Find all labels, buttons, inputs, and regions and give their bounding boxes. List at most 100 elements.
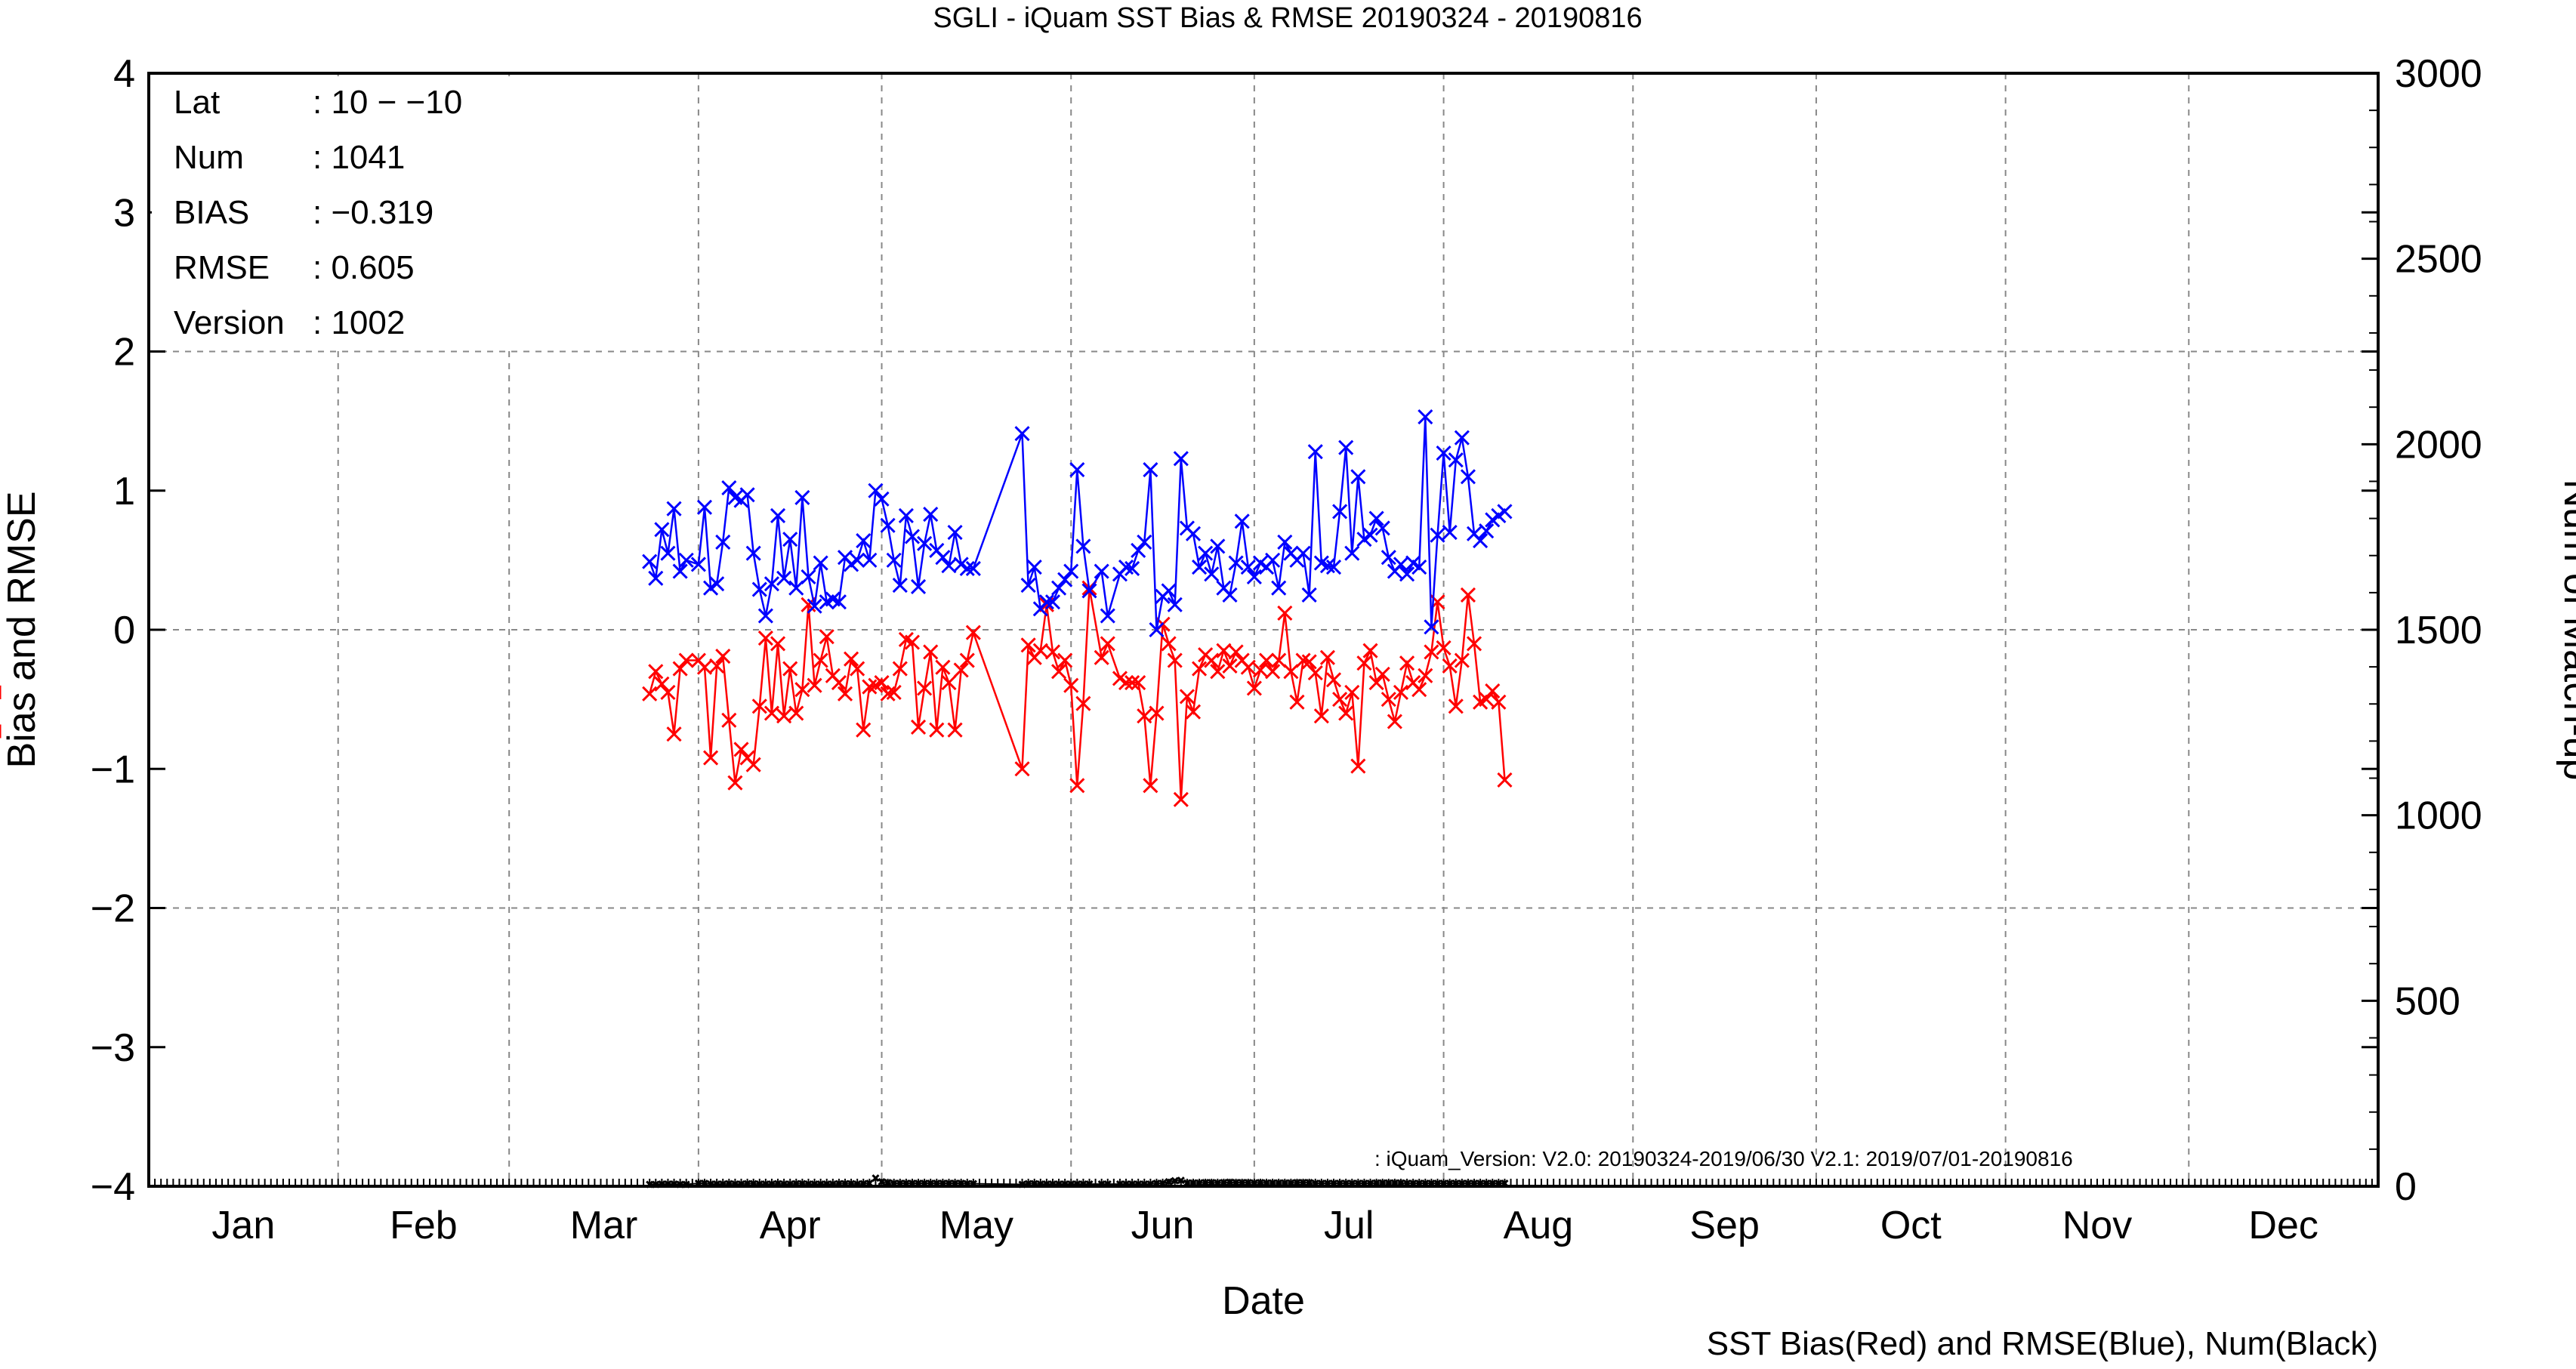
rmse-point: [917, 535, 933, 551]
caption: SST Bias(Red) and RMSE(Blue), Num(Black): [1707, 1325, 2378, 1362]
num-point: [1452, 1179, 1460, 1188]
bias-marker-stroke: [703, 750, 719, 766]
num-point: [884, 1179, 892, 1187]
rmse-marker-stroke: [1319, 558, 1335, 574]
num-marker-stroke: [1177, 1176, 1185, 1185]
num-marker-stroke: [1036, 1179, 1044, 1189]
y-right-tick-label: 0: [2395, 1165, 2417, 1209]
rmse-marker-stroke: [788, 580, 804, 596]
num-marker-stroke: [1390, 1179, 1399, 1187]
rmse-point: [1081, 583, 1097, 599]
x-tick-label: Mar: [570, 1204, 638, 1247]
num-marker-stroke: [1445, 1179, 1454, 1188]
rmse-point: [745, 545, 761, 561]
rmse-marker-stroke: [1118, 560, 1134, 575]
rmse-point: [1436, 445, 1452, 461]
rmse-marker-stroke: [1473, 533, 1489, 549]
num-marker-stroke: [1079, 1179, 1087, 1189]
bias-marker-stroke: [1325, 672, 1342, 688]
bias-point: [1485, 683, 1501, 699]
num-marker-stroke: [921, 1179, 929, 1188]
num-marker-stroke: [1470, 1179, 1479, 1188]
bias-marker-stroke: [770, 636, 786, 652]
num-point: [646, 1180, 654, 1189]
bias-point: [892, 661, 908, 677]
rmse-point: [794, 489, 810, 506]
num-point: [890, 1179, 898, 1188]
rmse-point: [1399, 566, 1415, 582]
num-point: [1244, 1179, 1252, 1187]
stats-value: : 1041: [313, 139, 405, 176]
rmse-point: [801, 569, 816, 585]
x-tick-label: Sep: [1689, 1204, 1760, 1247]
rmse-point: [1338, 439, 1354, 455]
num-marker-stroke: [1202, 1179, 1210, 1187]
y-right-tick-label: 2000: [2395, 423, 2482, 467]
rmse-marker-stroke: [1424, 619, 1439, 635]
rmse-marker-stroke: [1167, 597, 1183, 612]
rmse-marker-stroke: [825, 591, 841, 607]
num-marker-stroke: [969, 1179, 977, 1188]
rmse-marker-stroke: [1374, 520, 1390, 536]
num-point: [725, 1179, 733, 1188]
num-point: [743, 1179, 751, 1188]
rmse-marker-stroke: [1265, 552, 1281, 568]
rmse-point: [757, 608, 773, 624]
note-text: : iQuam_Version: V2.0: 20190324-2019/06/…: [1374, 1147, 2073, 1170]
num-point: [1269, 1179, 1277, 1187]
num-marker-stroke: [1097, 1179, 1106, 1189]
rmse-marker-stroke: [654, 522, 670, 538]
num-point: [1085, 1179, 1094, 1189]
rmse-marker-stroke: [1405, 555, 1421, 571]
rmse-marker-stroke: [1252, 555, 1269, 571]
num-marker-stroke: [713, 1179, 721, 1189]
rmse-point: [648, 570, 664, 586]
bias-marker-stroke: [1216, 643, 1232, 658]
bias-marker-stroke: [782, 661, 798, 677]
rmse-point: [1265, 552, 1281, 568]
bias-marker-stroke: [1387, 714, 1402, 729]
num-marker-stroke: [1250, 1179, 1258, 1187]
num-point: [1439, 1179, 1448, 1188]
rmse-marker-stroke: [880, 517, 896, 533]
num-marker-stroke: [1024, 1179, 1032, 1188]
rmse-marker-stroke: [1362, 527, 1378, 543]
rmse-point: [1362, 527, 1378, 543]
rmse-marker-stroke: [1020, 577, 1036, 594]
rmse-point: [1295, 545, 1311, 561]
num-point: [1134, 1179, 1143, 1189]
num-marker-stroke: [1275, 1179, 1283, 1187]
bias-point: [1118, 674, 1134, 691]
bias-marker-stroke: [1442, 658, 1458, 674]
num-point: [1366, 1179, 1374, 1188]
x-tick-label: Dec: [2248, 1204, 2318, 1247]
bias-point: [1466, 636, 1482, 652]
stats-value: : 0.605: [313, 249, 415, 286]
num-marker-stroke: [1226, 1178, 1234, 1186]
num-marker-stroke: [1042, 1179, 1050, 1189]
num-point: [1342, 1179, 1350, 1188]
num-point: [1061, 1179, 1069, 1189]
num-marker-stroke: [1458, 1179, 1466, 1188]
x-tick-label: Oct: [1880, 1204, 1942, 1247]
num-point: [804, 1179, 813, 1189]
num-marker-stroke: [773, 1179, 782, 1188]
num-marker-stroke: [737, 1179, 745, 1189]
rmse-point: [1430, 527, 1445, 543]
bias-marker-stroke: [1319, 649, 1335, 665]
num-point: [670, 1179, 678, 1189]
rmse-point: [1240, 560, 1256, 575]
num-point: [1495, 1179, 1503, 1188]
bias-point: [1387, 714, 1402, 729]
num-series: [646, 1174, 1509, 1189]
num-point: [945, 1179, 953, 1188]
rmse-marker-stroke: [892, 577, 908, 594]
num-marker-stroke: [1372, 1179, 1381, 1187]
num-marker-stroke: [786, 1179, 794, 1189]
bias-marker-stroke: [1167, 652, 1183, 668]
num-marker-stroke: [1140, 1179, 1149, 1189]
rmse-marker-stroke: [1418, 409, 1433, 425]
bias-point: [1222, 658, 1238, 674]
num-marker-stroke: [896, 1179, 904, 1188]
bias-point: [953, 662, 969, 678]
